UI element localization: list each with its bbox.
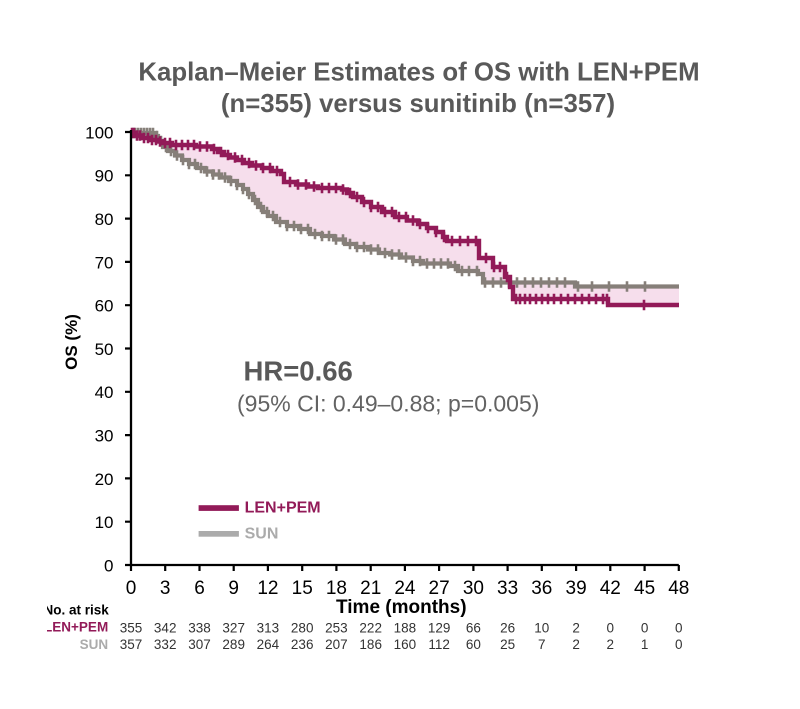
svg-text:Time (months): Time (months)	[336, 597, 467, 618]
svg-text:2: 2	[572, 621, 580, 636]
svg-text:313: 313	[257, 621, 280, 636]
svg-text:0: 0	[675, 637, 683, 652]
svg-text:39: 39	[566, 578, 587, 599]
svg-text:207: 207	[325, 637, 348, 652]
svg-text:236: 236	[291, 637, 314, 652]
svg-text:1: 1	[641, 637, 649, 652]
svg-text:188: 188	[394, 621, 417, 636]
svg-text:7: 7	[538, 637, 546, 652]
svg-text:SUN: SUN	[80, 637, 109, 652]
svg-text:70: 70	[95, 253, 114, 272]
svg-text:357: 357	[120, 637, 143, 652]
svg-text:112: 112	[428, 637, 450, 652]
svg-text:45: 45	[634, 578, 655, 599]
svg-text:48: 48	[668, 578, 689, 599]
svg-text:10: 10	[534, 621, 549, 636]
svg-text:222: 222	[359, 621, 382, 636]
svg-text:0: 0	[675, 621, 683, 636]
svg-text:100: 100	[85, 123, 113, 142]
svg-text:21: 21	[360, 578, 381, 599]
svg-text:42: 42	[600, 578, 621, 599]
svg-text:264: 264	[257, 637, 280, 652]
svg-text:355: 355	[120, 621, 143, 636]
svg-text:280: 280	[291, 621, 314, 636]
svg-text:10: 10	[95, 513, 114, 532]
svg-text:0: 0	[641, 621, 649, 636]
svg-text:9: 9	[228, 578, 239, 599]
svg-text:LEN+PEM: LEN+PEM	[245, 500, 321, 517]
svg-text:90: 90	[95, 167, 114, 186]
svg-text:25: 25	[500, 637, 515, 652]
svg-text:307: 307	[188, 637, 211, 652]
svg-text:15: 15	[292, 578, 313, 599]
svg-text:27: 27	[429, 578, 450, 599]
svg-text:(95% CI: 0.49–0.88; p=0.005): (95% CI: 0.49–0.88; p=0.005)	[237, 390, 539, 416]
svg-text:60: 60	[466, 637, 481, 652]
svg-text:OS (%): OS (%)	[62, 314, 81, 370]
svg-text:30: 30	[95, 427, 114, 446]
svg-text:0: 0	[607, 621, 615, 636]
svg-text:289: 289	[222, 637, 245, 652]
svg-text:60: 60	[95, 297, 114, 316]
svg-text:Kaplan–Meier Estimates of OS w: Kaplan–Meier Estimates of OS with LEN+PE…	[138, 59, 699, 87]
svg-text:0: 0	[126, 578, 137, 599]
svg-text:26: 26	[500, 621, 515, 636]
svg-text:66: 66	[466, 621, 481, 636]
svg-text:36: 36	[531, 578, 552, 599]
svg-text:18: 18	[326, 578, 347, 599]
svg-text:332: 332	[154, 637, 177, 652]
svg-text:No. at risk: No. at risk	[44, 603, 110, 618]
svg-text:80: 80	[95, 210, 114, 229]
svg-text:40: 40	[95, 383, 114, 402]
svg-text:2: 2	[607, 637, 615, 652]
svg-text:2: 2	[572, 637, 580, 652]
svg-text:338: 338	[188, 621, 211, 636]
svg-text:12: 12	[257, 578, 278, 599]
svg-text:50: 50	[95, 340, 114, 359]
svg-text:186: 186	[359, 637, 382, 652]
svg-text:129: 129	[428, 621, 451, 636]
svg-text:(n=355) versus sunitinib (n=35: (n=355) versus sunitinib (n=357)	[221, 90, 615, 118]
svg-text:160: 160	[394, 637, 417, 652]
svg-text:20: 20	[95, 470, 114, 489]
svg-text:24: 24	[394, 578, 416, 599]
svg-text:HR=0.66: HR=0.66	[244, 356, 353, 387]
svg-text:33: 33	[497, 578, 518, 599]
svg-text:SUN: SUN	[245, 526, 279, 543]
svg-text:0: 0	[104, 556, 113, 575]
svg-text:6: 6	[194, 578, 205, 599]
svg-text:30: 30	[463, 578, 484, 599]
svg-text:342: 342	[154, 621, 177, 636]
svg-text:3: 3	[160, 578, 171, 599]
svg-text:LEN+PEM: LEN+PEM	[44, 620, 108, 635]
svg-text:253: 253	[325, 621, 348, 636]
svg-text:327: 327	[222, 621, 245, 636]
